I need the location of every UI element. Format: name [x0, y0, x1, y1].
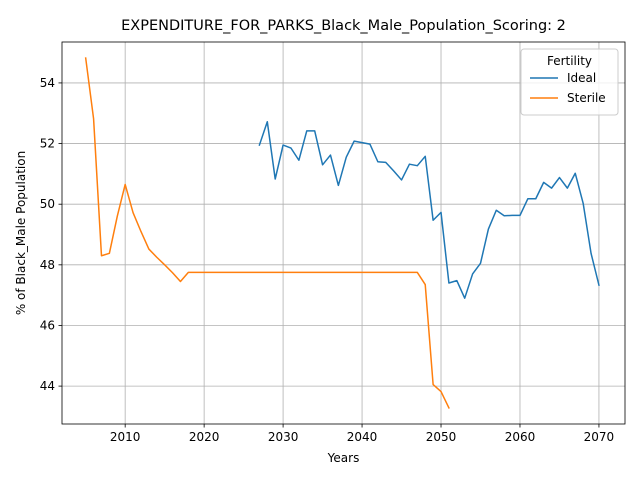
legend-label-ideal: Ideal — [567, 71, 596, 85]
chart-title: EXPENDITURE_FOR_PARKS_Black_Male_Populat… — [121, 18, 566, 34]
x-tick-label: 2020 — [189, 430, 220, 444]
y-axis-label: % of Black_Male Population — [14, 151, 28, 315]
legend-title: Fertility — [547, 54, 592, 68]
series-line-ideal — [258, 120, 600, 299]
ticks: 2010 2020 2030 2040 2050 2060 2070 44 46 48 50 52 54 — [40, 76, 614, 444]
y-tick-label: 50 — [40, 197, 55, 211]
legend: Fertility Ideal Sterile — [520, 48, 619, 116]
x-tick-label: 2050 — [426, 430, 457, 444]
y-tick-label: 52 — [40, 137, 55, 151]
y-tick-label: 46 — [40, 318, 55, 332]
x-tick-label: 2060 — [505, 430, 536, 444]
x-tick-label: 2010 — [110, 430, 141, 444]
y-tick-label: 48 — [40, 258, 55, 272]
y-tick-label: 44 — [40, 379, 55, 393]
x-tick-label: 2040 — [347, 430, 378, 444]
series-layer — [84, 57, 600, 409]
x-axis-label: Years — [327, 451, 360, 465]
series-line-sterile — [84, 57, 450, 409]
legend-label-sterile: Sterile — [567, 91, 606, 105]
plot-frame — [61, 41, 626, 425]
grid — [62, 42, 625, 424]
x-tick-label: 2030 — [268, 430, 299, 444]
y-tick-label: 54 — [40, 76, 55, 90]
x-tick-label: 2070 — [584, 430, 615, 444]
